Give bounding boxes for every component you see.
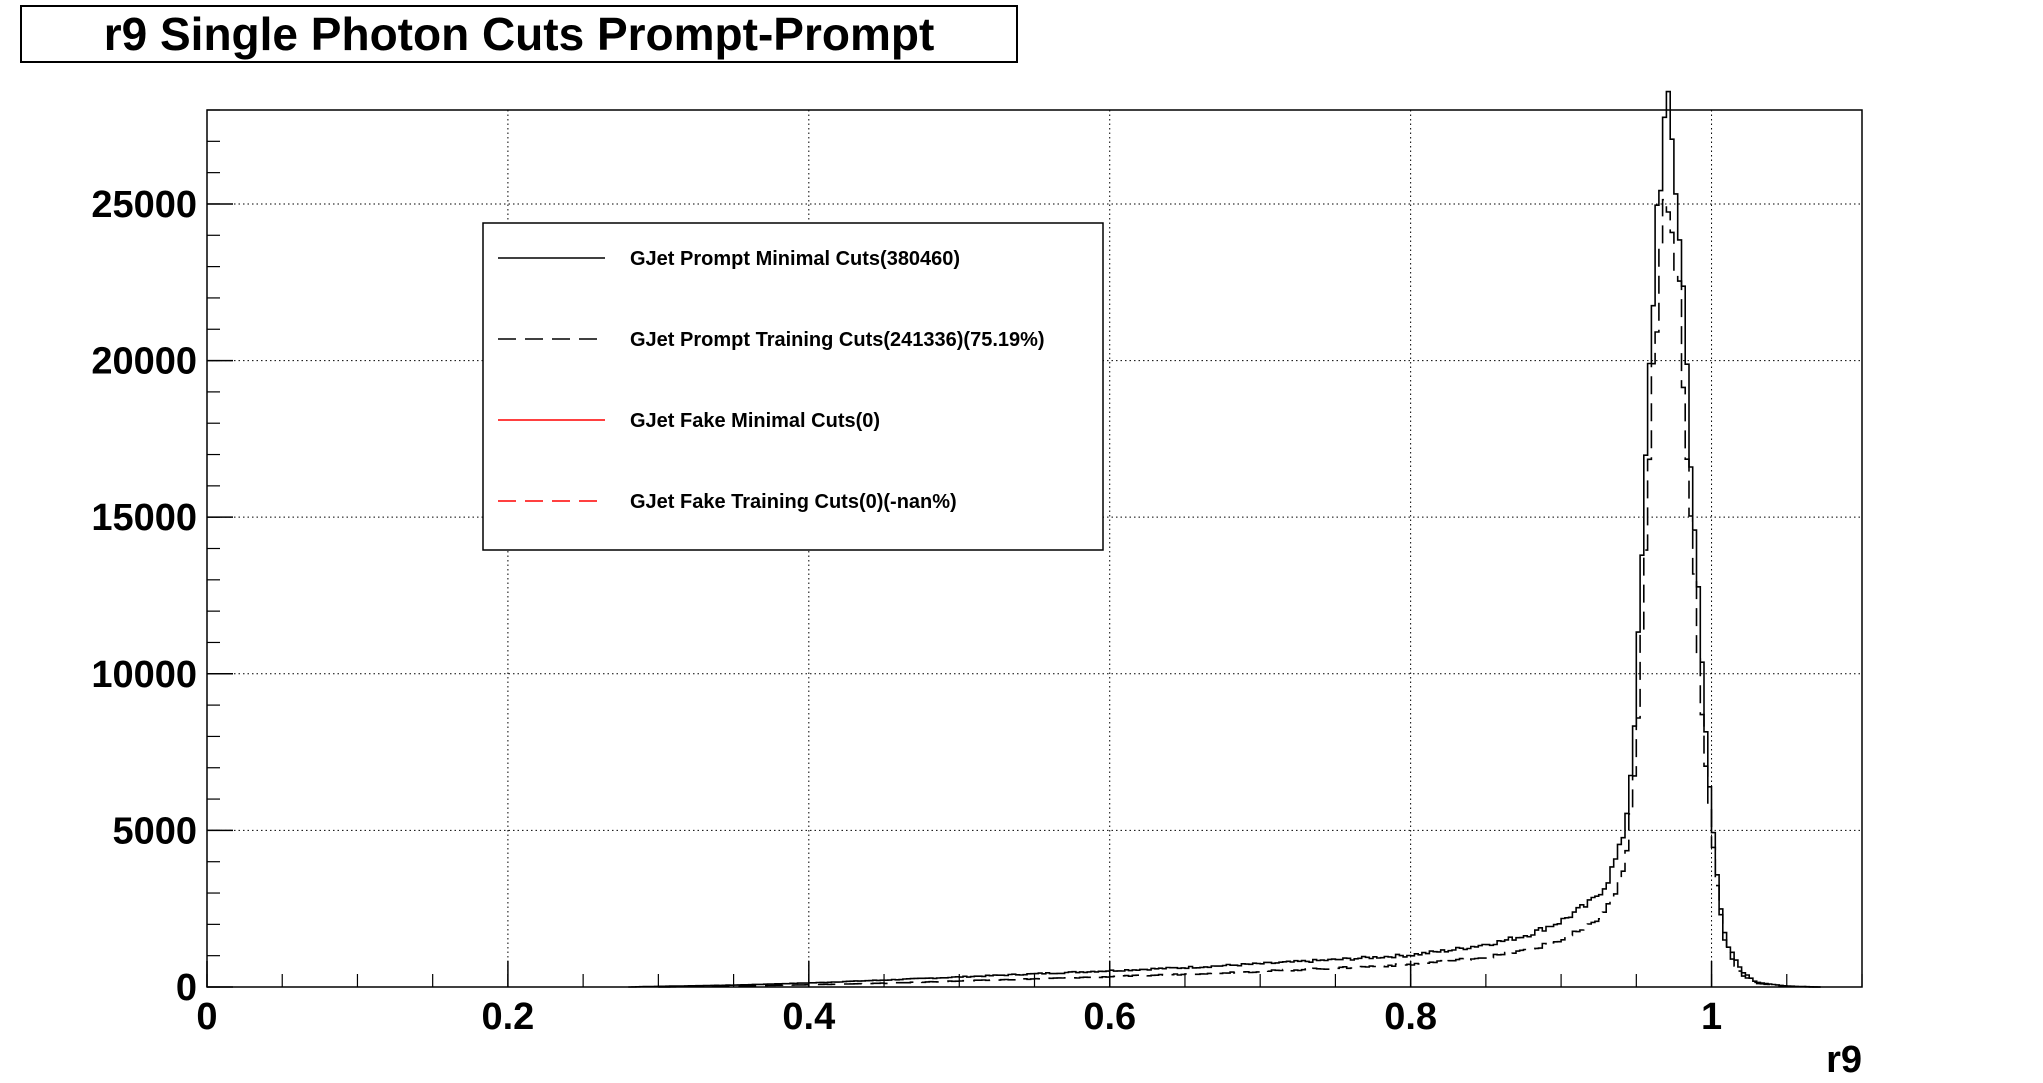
y-tick-label: 5000: [112, 810, 197, 852]
tick-labels: 0 0.2 0.4 0.6 0.8 1 0 5000 10000 15000 20000 25000: [91, 184, 1722, 1038]
legend-entries: GJet Prompt Minimal Cuts(380460) GJet Pro…: [498, 248, 1045, 513]
series-line: [628, 90, 1821, 988]
legend: GJet Prompt Minimal Cuts(380460) GJet Pro…: [482, 222, 1104, 551]
x-tick-label: 0.6: [1083, 996, 1136, 1038]
x-tick-label: 0: [196, 996, 217, 1038]
x-tick-label: 0.4: [782, 996, 835, 1038]
legend-box: [482, 222, 1104, 551]
y-tick-label: 10000: [91, 654, 197, 696]
chart-title-box: r9 Single Photon Cuts Prompt-Prompt: [20, 5, 1018, 63]
x-tick-label: 0.2: [481, 996, 534, 1038]
x-axis-title: r9: [1826, 1039, 1862, 1081]
y-tick-label: 15000: [91, 497, 197, 539]
x-tick-label: 1: [1701, 996, 1722, 1038]
legend-label: GJet Prompt Minimal Cuts(380460): [630, 248, 960, 270]
y-tick-label: 20000: [91, 341, 197, 383]
series-line: [658, 198, 1821, 988]
chart-title: r9 Single Photon Cuts Prompt-Prompt: [103, 8, 935, 60]
legend-label: GJet Fake Training Cuts(0)(-nan%): [630, 491, 957, 513]
legend-label: GJet Fake Minimal Cuts(0): [630, 410, 880, 432]
y-tick-label: 0: [176, 967, 197, 1009]
series-lines: [628, 90, 1821, 988]
x-tick-label: 0.8: [1384, 996, 1437, 1038]
legend-label: GJet Prompt Training Cuts(241336)(75.19%…: [630, 329, 1045, 351]
y-tick-label: 25000: [91, 184, 197, 226]
